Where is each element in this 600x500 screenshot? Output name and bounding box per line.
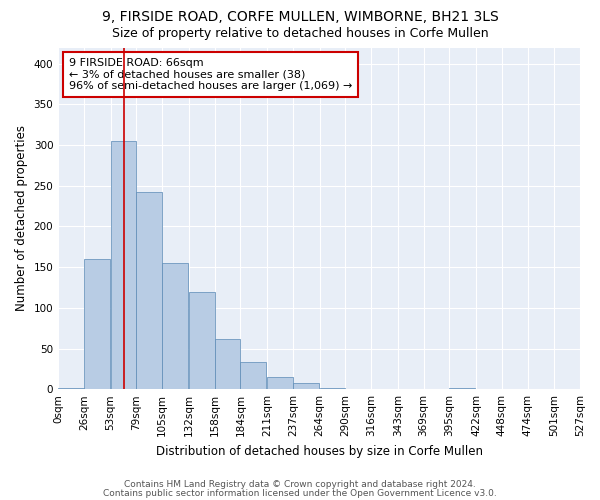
Bar xyxy=(110,141,136,389)
Text: 9 FIRSIDE ROAD: 66sqm
← 3% of detached houses are smaller (38)
96% of semi-detac: 9 FIRSIDE ROAD: 66sqm ← 3% of detached h… xyxy=(68,58,352,91)
Text: Contains public sector information licensed under the Open Government Licence v3: Contains public sector information licen… xyxy=(103,488,497,498)
Bar xyxy=(320,388,346,389)
Bar xyxy=(241,362,266,389)
Bar xyxy=(449,388,475,389)
Bar xyxy=(267,377,293,389)
Bar xyxy=(84,259,110,389)
Bar xyxy=(215,338,241,389)
Text: 9, FIRSIDE ROAD, CORFE MULLEN, WIMBORNE, BH21 3LS: 9, FIRSIDE ROAD, CORFE MULLEN, WIMBORNE,… xyxy=(101,10,499,24)
Text: Contains HM Land Registry data © Crown copyright and database right 2024.: Contains HM Land Registry data © Crown c… xyxy=(124,480,476,489)
Y-axis label: Number of detached properties: Number of detached properties xyxy=(15,126,28,312)
Bar xyxy=(189,292,215,389)
Bar xyxy=(162,263,188,389)
X-axis label: Distribution of detached houses by size in Corfe Mullen: Distribution of detached houses by size … xyxy=(155,444,482,458)
Bar xyxy=(58,388,84,389)
Bar xyxy=(293,384,319,389)
Bar xyxy=(136,192,162,389)
Text: Size of property relative to detached houses in Corfe Mullen: Size of property relative to detached ho… xyxy=(112,28,488,40)
